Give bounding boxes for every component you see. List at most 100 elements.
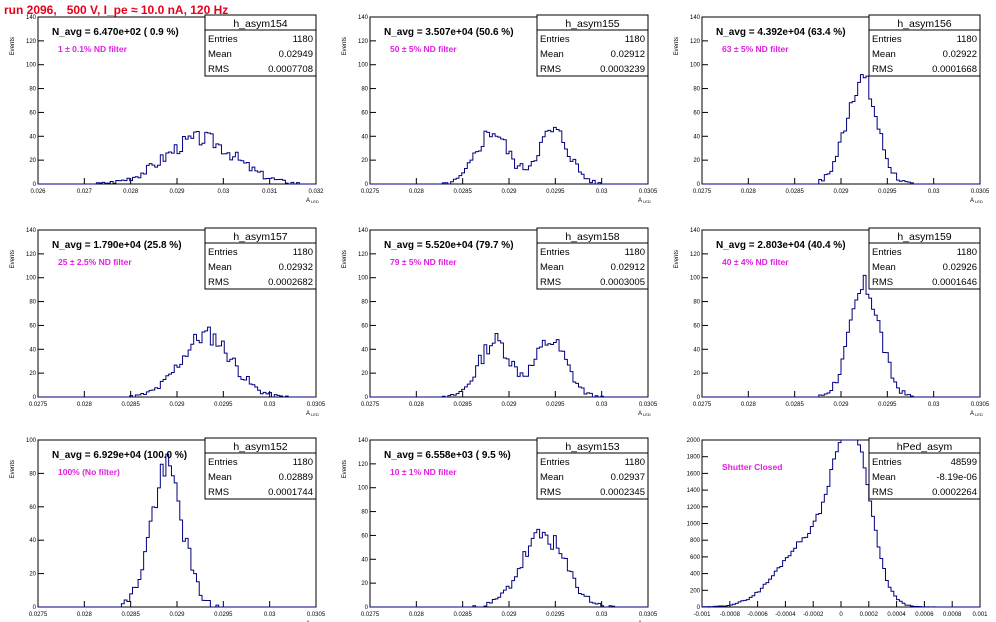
y-tick-label: 0: [365, 605, 369, 611]
histogram-panel-h_asym153: 0 20 40 60 80 100 120 140 0.0275 0.028 0.0285 0.029…: [342, 437, 658, 622]
histogram-panel-h_asym154: 0 20 40 60 80 100 120 140 0.026 0.027 0.028 0.029 0.…: [10, 14, 324, 204]
stats-value: 1180: [293, 457, 313, 468]
y-tick-label: 1600: [687, 471, 701, 477]
x-axis-label-sub: LED: [643, 412, 651, 417]
stats-key: RMS: [540, 64, 561, 75]
x-tick-label: 0.0006: [915, 612, 934, 618]
stats-value: 0.02932: [279, 262, 313, 273]
filter-note: Shutter Closed: [722, 462, 782, 472]
y-tick-label: 140: [358, 228, 369, 234]
stats-box: [204, 227, 317, 290]
x-tick-label: 0.03: [928, 189, 940, 195]
y-tick-label: 400: [690, 572, 701, 578]
x-axis-label-sub: LED: [643, 199, 651, 204]
stats-key: Mean: [540, 472, 564, 483]
y-tick-label: 80: [693, 300, 700, 306]
y-tick-label: 80: [693, 87, 700, 93]
stats-value: 0.0001668: [932, 64, 977, 75]
y-tick-label: 1400: [687, 488, 701, 494]
histogram-name: h_asym154: [233, 18, 287, 30]
y-tick-label: 20: [361, 371, 368, 377]
x-tick-label: 0.027: [77, 189, 93, 195]
histogram-panel-h_asym159: 0 20 40 60 80 100 120 140 0.0275 0.028 0.0285 0.029…: [674, 227, 990, 417]
x-tick-label: 0.028: [409, 612, 425, 618]
y-tick-label: 2000: [687, 438, 701, 444]
y-axis-label: Events: [10, 250, 16, 268]
x-axis-label-sub: LED: [975, 412, 983, 417]
x-tick-label: 0.0275: [361, 612, 380, 618]
x-tick-label: 0.0008: [943, 612, 962, 618]
histogram-name: h_asym159: [897, 231, 951, 243]
y-tick-label: 20: [29, 158, 36, 164]
x-axis-label: A: [638, 198, 642, 204]
y-tick-label: 0: [365, 182, 369, 188]
stats-value: 1180: [625, 247, 645, 258]
stats-value: 0.02889: [279, 472, 313, 483]
stats-key: RMS: [872, 64, 893, 75]
stats-box: [536, 14, 649, 77]
stats-key: RMS: [540, 487, 561, 498]
stats-key: Entries: [872, 457, 902, 468]
y-axis-label: Events: [342, 37, 348, 55]
y-tick-label: 20: [361, 158, 368, 164]
y-tick-label: 0: [697, 182, 701, 188]
y-tick-label: 0: [33, 605, 37, 611]
x-tick-label: 0.0295: [546, 612, 565, 618]
x-tick-label: 0.0275: [29, 612, 48, 618]
y-tick-label: 40: [693, 134, 700, 140]
stats-key: RMS: [872, 487, 893, 498]
stats-key: RMS: [208, 277, 229, 288]
y-tick-label: 60: [29, 110, 36, 116]
filter-note: 40 ± 4% ND filter: [722, 257, 789, 267]
x-tick-label: 0.0305: [639, 189, 658, 195]
x-tick-label: 0.0285: [121, 612, 140, 618]
x-tick-label: 0.03: [596, 402, 608, 408]
x-tick-label: 0.0295: [214, 612, 233, 618]
stats-key: Entries: [540, 247, 570, 258]
y-tick-label: 40: [361, 134, 368, 140]
stats-value: 0.02949: [279, 49, 313, 60]
x-tick-label: 0.0305: [639, 402, 658, 408]
y-axis-label: Events: [10, 460, 16, 478]
x-tick-label: 0.03: [596, 612, 608, 618]
navg-label: N_avg = 6.470e+02 ( 0.9 %): [52, 27, 179, 38]
stats-box: [536, 437, 649, 500]
histogram-panel-h_asym158: 0 20 40 60 80 100 120 140 0.0275 0.028 0.0285 0.029…: [342, 227, 658, 417]
x-tick-label: 0.029: [501, 612, 517, 618]
x-tick-label: 0.028: [741, 402, 757, 408]
y-tick-label: 80: [29, 471, 36, 477]
stats-key: Entries: [872, 34, 902, 45]
stats-key: RMS: [872, 277, 893, 288]
y-tick-label: 20: [693, 158, 700, 164]
x-tick-label: 0.0285: [453, 612, 472, 618]
y-tick-label: 60: [29, 323, 36, 329]
y-tick-label: 120: [26, 39, 37, 45]
x-tick-label: 0.029: [169, 402, 185, 408]
y-tick-label: 0: [33, 395, 37, 401]
x-tick-label: 0.03: [596, 189, 608, 195]
x-axis-label: A: [970, 411, 974, 417]
y-tick-label: 1000: [687, 522, 701, 528]
y-tick-label: 140: [358, 438, 369, 444]
x-tick-label: 0.0295: [214, 402, 233, 408]
y-tick-label: 80: [361, 87, 368, 93]
histogram-series: [38, 326, 316, 398]
x-tick-label: 0.0275: [693, 189, 712, 195]
x-tick-label: 0.03: [264, 612, 276, 618]
y-tick-label: 120: [358, 462, 369, 468]
stats-box: [868, 14, 981, 77]
stats-box: [204, 14, 317, 77]
x-tick-label: -0.0008: [720, 612, 741, 618]
y-tick-label: 100: [358, 276, 369, 282]
x-tick-label: 0.0295: [546, 402, 565, 408]
x-tick-label: 0.0285: [785, 402, 804, 408]
histogram-panel-h_asym155: 0 20 40 60 80 100 120 140 0.0275 0.028 0.0285 0.029…: [342, 14, 658, 204]
navg-label: N_avg = 6.929e+04 (100.0 %): [52, 450, 187, 461]
x-tick-label: 0.0002: [860, 612, 879, 618]
stats-value: 0.02937: [611, 472, 645, 483]
run-title: run 2096, 500 V, I_pe ≈ 10.0 nA, 120 Hz: [4, 3, 229, 17]
y-tick-label: 120: [358, 252, 369, 258]
y-axis-label: Events: [674, 250, 680, 268]
stats-value: 1180: [625, 457, 645, 468]
